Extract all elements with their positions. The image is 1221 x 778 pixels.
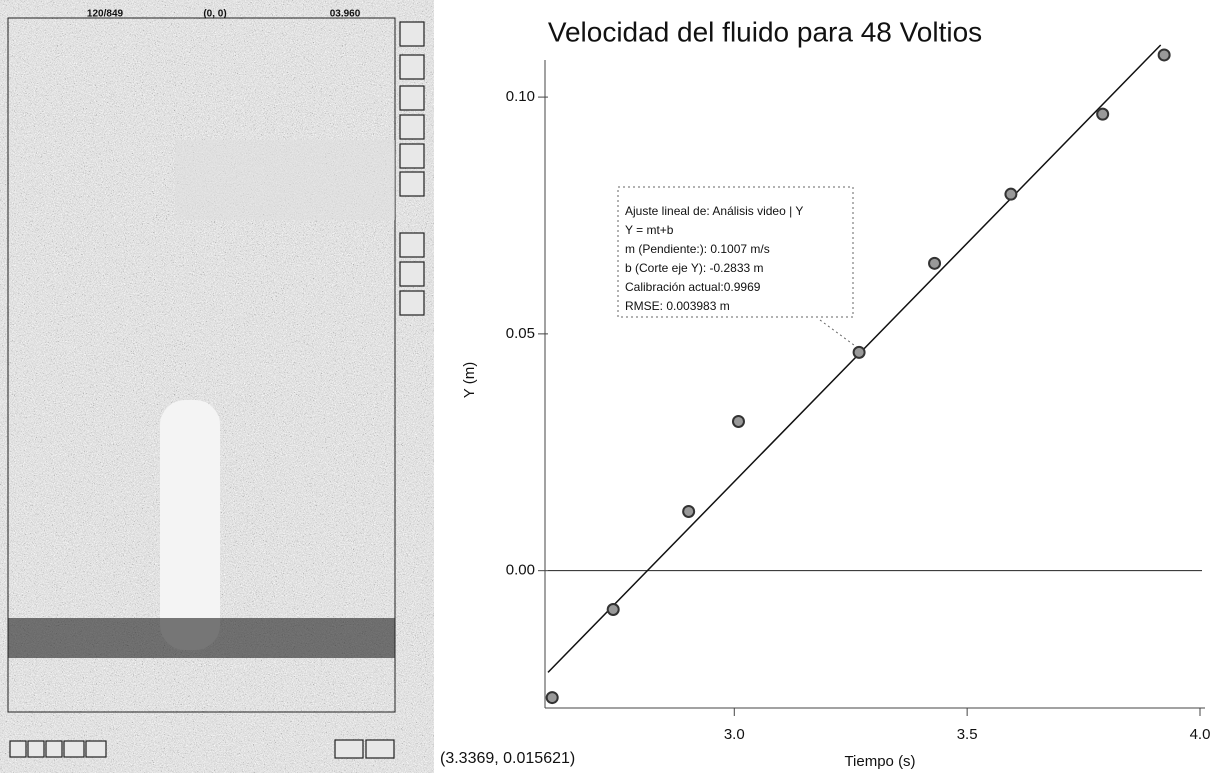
x-tick-label: 4.0: [1190, 726, 1211, 743]
page: {"video": {"frame": "120/849", "coords":…: [0, 0, 1221, 773]
x-tick-label: 3.5: [957, 726, 978, 743]
video-object: [175, 140, 395, 220]
data-point: [1159, 49, 1170, 60]
start-button[interactable]: [46, 741, 62, 757]
annotation-pointer: [820, 320, 858, 348]
back-button[interactable]: [64, 741, 84, 757]
y-tick-label: 0.00: [506, 562, 535, 579]
data-point: [1097, 109, 1108, 120]
coords: (0, 0): [203, 9, 226, 20]
tool-button[interactable]: [400, 22, 424, 46]
fit-line: [548, 45, 1161, 672]
time: 03.960: [330, 9, 361, 20]
video-tube: [160, 400, 220, 650]
status-coords: (3.3369, 0.015621): [440, 750, 575, 767]
tool-button[interactable]: [400, 115, 424, 139]
data-point: [608, 604, 619, 615]
data-point: [929, 258, 940, 269]
y-tick-label: 0.10: [506, 88, 535, 105]
x-tick-label: 3.0: [724, 726, 745, 743]
annotation-line: b (Corte eje Y): -0.2833 m: [625, 261, 764, 275]
data-point: [683, 506, 694, 517]
annotation-line: RMSE: 0.003983 m: [625, 299, 730, 313]
forward-button[interactable]: [86, 741, 106, 757]
x-axis-label: Tiempo (s): [844, 753, 915, 770]
y-tick-label: 0.05: [506, 325, 535, 342]
tool-button[interactable]: [400, 55, 424, 79]
video-band: [8, 618, 395, 658]
tool-column: [400, 22, 424, 315]
tool-button[interactable]: [400, 233, 424, 257]
screen: 120/849 (0, 0) 03.960 (3.3369, 0.015621)…: [0, 0, 1221, 773]
playback-controls: [10, 740, 394, 758]
frame-counter: 120/849: [87, 9, 124, 20]
data-point: [733, 416, 744, 427]
annotation-line: m (Pendiente:): 0.1007 m/s: [625, 242, 770, 256]
data-point: [547, 692, 558, 703]
annotation-line: Calibración actual:0.9969: [625, 280, 761, 294]
play-button[interactable]: [10, 741, 26, 757]
y-axis-label: Y (m): [461, 362, 478, 398]
annotation-line: Ajuste lineal de: Análisis video | Y: [625, 204, 803, 218]
tool-button[interactable]: [400, 86, 424, 110]
tool-button[interactable]: [400, 291, 424, 315]
tool-button[interactable]: [400, 172, 424, 196]
annotation-line: Y = mt+b: [625, 223, 674, 237]
tool-button[interactable]: [400, 262, 424, 286]
chart-title: Velocidad del fluido para 48 Voltios: [548, 16, 982, 47]
stop-button[interactable]: [28, 741, 44, 757]
step-button[interactable]: [366, 740, 394, 758]
data-point: [1005, 189, 1016, 200]
tool-button[interactable]: [400, 144, 424, 168]
data-point: [854, 347, 865, 358]
range-button[interactable]: [335, 740, 363, 758]
